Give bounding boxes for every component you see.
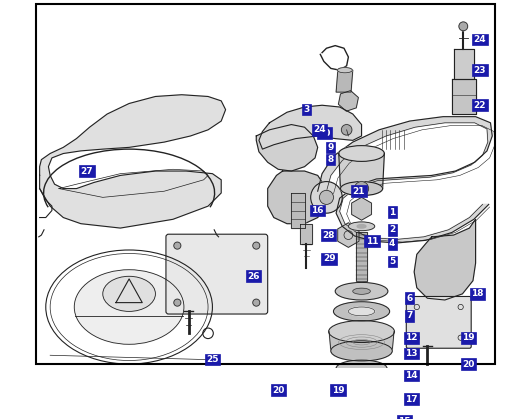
- Text: 29: 29: [323, 254, 336, 263]
- Text: 1: 1: [389, 208, 396, 217]
- Text: 16: 16: [312, 206, 324, 215]
- Circle shape: [355, 181, 369, 196]
- Text: 7: 7: [407, 311, 413, 320]
- Text: 9: 9: [328, 143, 334, 152]
- Ellipse shape: [322, 403, 401, 419]
- Text: 5: 5: [389, 257, 396, 266]
- Polygon shape: [452, 79, 476, 114]
- Circle shape: [311, 181, 342, 213]
- Text: 11: 11: [366, 237, 378, 246]
- Polygon shape: [356, 233, 367, 281]
- Text: 20: 20: [272, 386, 285, 395]
- Text: 20: 20: [463, 360, 475, 369]
- Circle shape: [174, 299, 181, 306]
- Ellipse shape: [338, 388, 385, 404]
- Circle shape: [253, 299, 260, 306]
- Circle shape: [341, 124, 352, 135]
- Text: 19: 19: [331, 386, 344, 395]
- Polygon shape: [300, 224, 312, 244]
- Text: 8: 8: [328, 155, 334, 164]
- FancyBboxPatch shape: [166, 234, 268, 314]
- Polygon shape: [336, 70, 353, 92]
- Circle shape: [459, 22, 468, 31]
- Polygon shape: [453, 49, 474, 79]
- Text: 19: 19: [463, 333, 475, 342]
- Circle shape: [253, 242, 260, 249]
- Ellipse shape: [103, 276, 156, 311]
- Text: 4: 4: [389, 239, 396, 248]
- Ellipse shape: [74, 270, 184, 344]
- Text: 25: 25: [206, 355, 219, 364]
- Text: 13: 13: [405, 349, 418, 358]
- Polygon shape: [268, 171, 327, 224]
- FancyBboxPatch shape: [406, 297, 471, 348]
- Polygon shape: [414, 219, 476, 300]
- Ellipse shape: [335, 282, 388, 300]
- Ellipse shape: [336, 360, 387, 377]
- Text: 24: 24: [474, 35, 486, 44]
- Circle shape: [320, 190, 333, 204]
- Polygon shape: [259, 105, 362, 149]
- Text: 28: 28: [322, 230, 335, 240]
- Ellipse shape: [340, 181, 383, 196]
- Ellipse shape: [353, 288, 370, 294]
- Ellipse shape: [333, 302, 390, 321]
- Ellipse shape: [329, 321, 395, 342]
- Ellipse shape: [339, 146, 384, 161]
- Polygon shape: [322, 416, 401, 419]
- Text: 27: 27: [81, 166, 93, 176]
- Polygon shape: [292, 193, 305, 228]
- Text: 3: 3: [303, 105, 310, 114]
- Text: 22: 22: [474, 101, 486, 110]
- Ellipse shape: [348, 307, 375, 316]
- Ellipse shape: [338, 376, 385, 392]
- Text: 23: 23: [474, 66, 486, 75]
- Polygon shape: [336, 368, 387, 384]
- Ellipse shape: [357, 225, 366, 228]
- Text: 12: 12: [405, 333, 418, 342]
- Polygon shape: [329, 331, 394, 351]
- Polygon shape: [339, 153, 384, 189]
- Text: 14: 14: [405, 371, 418, 380]
- Text: 15: 15: [398, 416, 411, 419]
- Polygon shape: [40, 95, 226, 228]
- Text: 2: 2: [389, 225, 396, 234]
- Polygon shape: [256, 124, 318, 171]
- Ellipse shape: [337, 67, 353, 73]
- Ellipse shape: [348, 222, 375, 231]
- Text: 6: 6: [407, 294, 413, 303]
- Ellipse shape: [331, 341, 392, 361]
- Text: 10: 10: [319, 129, 331, 138]
- Text: 26: 26: [247, 272, 260, 281]
- Circle shape: [174, 242, 181, 249]
- Polygon shape: [318, 116, 492, 243]
- Ellipse shape: [349, 393, 374, 401]
- Text: 21: 21: [353, 187, 365, 196]
- Ellipse shape: [354, 374, 370, 379]
- Text: 24: 24: [313, 125, 326, 134]
- Text: 17: 17: [405, 395, 418, 403]
- Text: 18: 18: [471, 290, 484, 298]
